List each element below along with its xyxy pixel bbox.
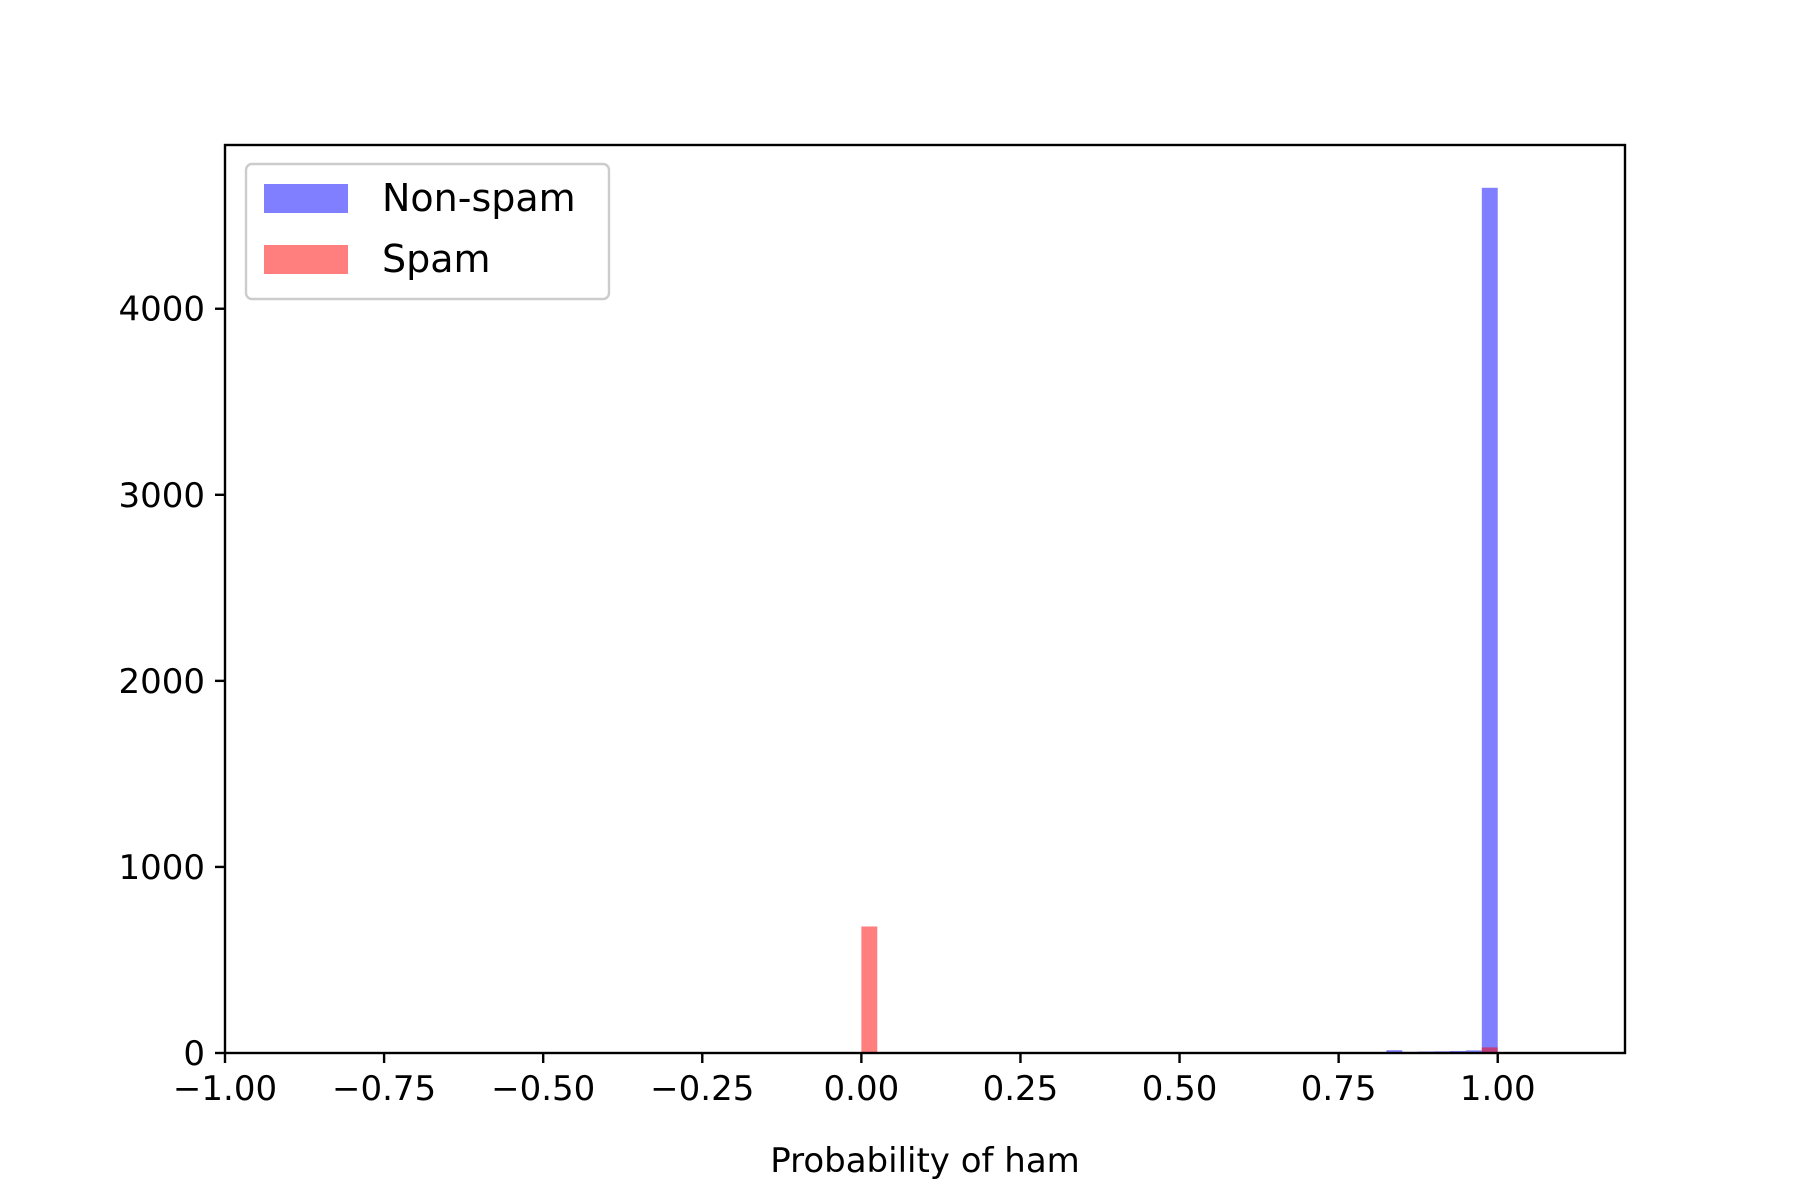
x-tick-label: −0.75 [332, 1069, 436, 1109]
y-axis: 0 1000 2000 3000 4000 [118, 290, 225, 1074]
y-tick-label: 2000 [118, 662, 205, 702]
x-tick-label: 0.75 [1301, 1069, 1377, 1109]
x-tick-label: −0.25 [650, 1069, 754, 1109]
x-axis: −1.00 −0.75 −0.50 −0.25 0.00 0.25 0.50 0.75 1.00 [173, 1053, 1536, 1109]
x-tick-label: −1.00 [173, 1069, 277, 1109]
bar-non-spam-6 [1481, 187, 1498, 1054]
legend-swatch-non-spam [264, 184, 348, 213]
x-tick-label: 0.00 [824, 1069, 900, 1109]
legend-swatch-spam [264, 245, 348, 274]
bar-non-spam-5 [1465, 1050, 1482, 1053]
x-tick-label: 0.25 [983, 1069, 1059, 1109]
bar-spam-0 [861, 926, 878, 1053]
y-tick-label: 4000 [118, 290, 205, 330]
legend-label-spam: Spam [382, 237, 491, 281]
x-tick-label: 1.00 [1460, 1069, 1536, 1109]
x-tick-label: −0.50 [491, 1069, 595, 1109]
y-tick-label: 1000 [118, 848, 205, 888]
bar-non-spam-0 [1386, 1050, 1403, 1053]
y-tick-label: 3000 [118, 476, 205, 516]
y-tick-label: 0 [183, 1034, 205, 1074]
x-tick-label: 0.50 [1142, 1069, 1218, 1109]
bars-layer [861, 187, 1498, 1054]
legend: Non-spam Spam [244, 162, 611, 301]
plot-frame [223, 143, 1627, 1055]
x-axis-label: Probability of ham [770, 1141, 1080, 1181]
legend-label-non-spam: Non-spam [382, 176, 576, 220]
bar-spam-1 [1481, 1047, 1498, 1053]
